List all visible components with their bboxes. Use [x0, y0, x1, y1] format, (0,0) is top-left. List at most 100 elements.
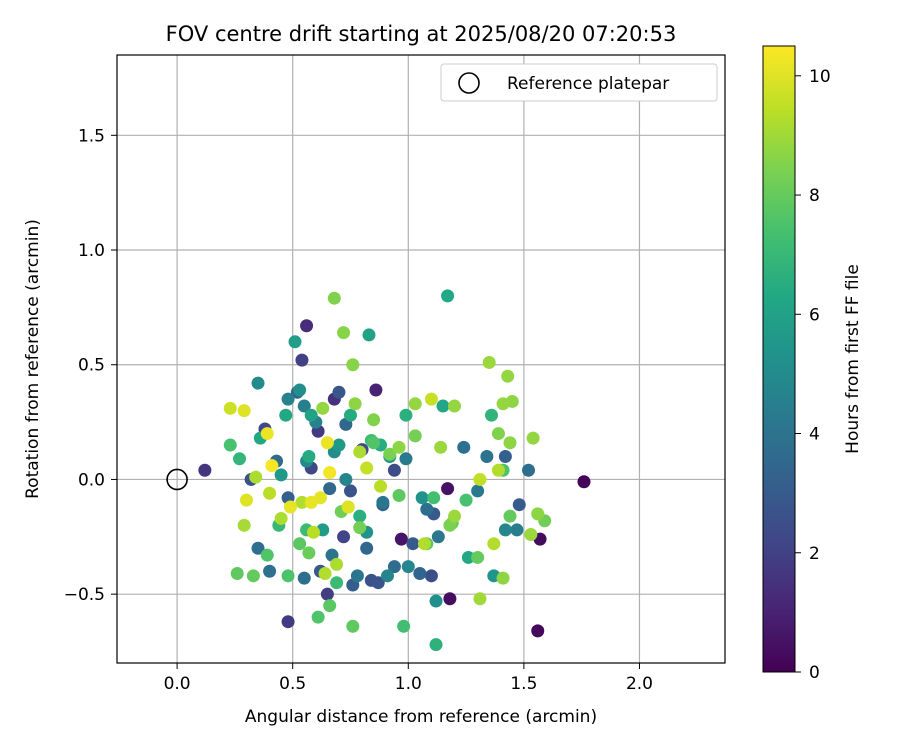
data-point	[577, 475, 591, 489]
data-point	[239, 493, 253, 507]
data-point	[251, 541, 265, 555]
legend-entry-label: Reference platepar	[507, 74, 669, 94]
legend-box	[440, 63, 718, 102]
data-point	[281, 569, 295, 583]
data-point	[293, 383, 307, 397]
data-point	[434, 440, 448, 454]
data-point	[501, 369, 515, 383]
data-point	[343, 484, 357, 498]
data-point	[341, 500, 355, 514]
data-point	[408, 429, 422, 443]
colorbar-tick-label: 8	[809, 186, 820, 206]
colorbar-tick-label: 10	[809, 67, 831, 87]
x-axis-ticks: 0.0 0.5 1.0 1.5 2.0	[164, 663, 653, 694]
data-point	[392, 440, 406, 454]
data-point	[367, 413, 381, 427]
data-point	[360, 541, 374, 555]
data-point	[503, 436, 517, 450]
data-point	[498, 523, 512, 537]
chart-title: FOV centre drift starting at 2025/08/20 …	[166, 22, 677, 46]
x-tick-label: 1.5	[510, 674, 537, 694]
data-point	[424, 569, 438, 583]
data-point	[223, 401, 237, 415]
data-point	[237, 518, 251, 532]
data-point	[274, 468, 288, 482]
data-point	[524, 528, 538, 542]
data-point	[424, 392, 438, 406]
data-point	[491, 463, 505, 477]
data-point	[471, 484, 485, 498]
legend-marker-icon	[458, 72, 480, 94]
legend: Reference platepar	[440, 63, 718, 102]
data-point	[521, 463, 535, 477]
data-point	[429, 638, 443, 652]
data-point	[316, 401, 330, 415]
data-point	[293, 537, 307, 551]
data-point	[327, 291, 341, 305]
plot-frame	[116, 54, 726, 664]
data-point	[288, 335, 302, 349]
data-point	[233, 452, 247, 466]
data-point	[279, 408, 293, 422]
y-tick-label: 0.5	[78, 356, 105, 376]
data-point	[198, 463, 212, 477]
data-point	[304, 408, 318, 422]
data-point	[371, 576, 385, 590]
data-point	[459, 493, 473, 507]
data-point	[332, 385, 346, 399]
data-point	[230, 567, 244, 581]
data-point	[443, 592, 457, 606]
y-tick-label: 1.5	[78, 126, 105, 146]
data-point	[302, 450, 316, 464]
data-point	[343, 408, 357, 422]
data-point	[320, 587, 334, 601]
data-point	[360, 461, 374, 475]
data-point	[399, 408, 413, 422]
data-point	[526, 431, 540, 445]
data-point	[471, 550, 485, 564]
y-tick-label: −0.5	[64, 585, 105, 605]
data-point	[323, 599, 337, 613]
x-axis-label: Angular distance from reference (arcmin)	[245, 707, 597, 727]
data-point	[367, 436, 381, 450]
data-point	[448, 399, 462, 413]
data-point	[482, 355, 496, 369]
data-point	[346, 619, 360, 633]
data-point	[337, 326, 351, 340]
data-point	[369, 383, 383, 397]
data-point	[297, 399, 311, 413]
colorbar-gradient	[762, 45, 796, 673]
y-axis-label: Rotation from reference (arcmin)	[23, 219, 43, 499]
data-point	[503, 509, 517, 523]
data-point	[374, 479, 388, 493]
data-point	[295, 495, 309, 509]
data-point	[281, 392, 295, 406]
colorbar-tick-label: 0	[809, 663, 820, 683]
x-tick-label: 2.0	[626, 674, 653, 694]
data-point	[251, 376, 265, 390]
y-tick-label: 1.0	[78, 241, 105, 261]
data-point	[311, 610, 325, 624]
data-point	[337, 530, 351, 544]
data-point	[392, 489, 406, 503]
data-point	[297, 571, 311, 585]
data-point	[246, 569, 260, 583]
colorbar-tick-label: 6	[809, 305, 820, 325]
data-point	[397, 619, 411, 633]
data-point	[332, 438, 346, 452]
data-point	[408, 397, 422, 411]
data-point	[339, 472, 353, 486]
data-point	[406, 537, 420, 551]
data-point	[320, 436, 334, 450]
data-point	[415, 491, 429, 505]
data-point	[399, 452, 413, 466]
data-point	[427, 491, 441, 505]
grid-lines	[117, 55, 725, 663]
data-point	[304, 495, 318, 509]
data-point	[413, 567, 427, 581]
data-point	[473, 472, 487, 486]
data-point	[387, 560, 401, 574]
data-point	[330, 557, 344, 571]
data-point	[491, 427, 505, 441]
